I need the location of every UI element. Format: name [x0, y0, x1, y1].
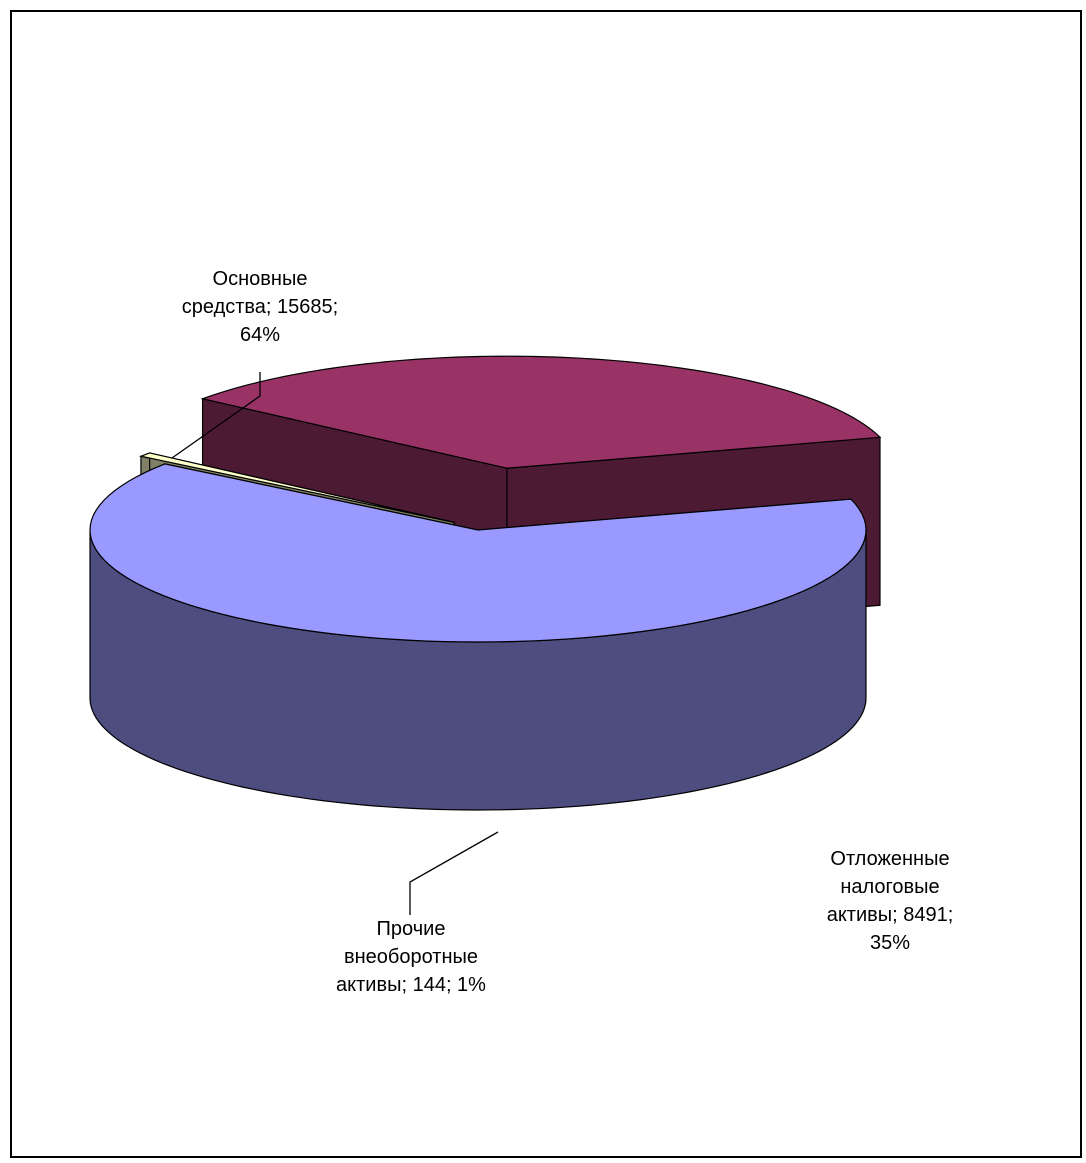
slice-top: [138, 452, 455, 523]
label-line: средства; 15685;: [181, 296, 339, 318]
slice-top: [89, 463, 867, 643]
data-label-osnovnye-sredstva: Основные средства; 15685; 64%: [140, 265, 380, 349]
slice-top: [200, 355, 882, 469]
leader-line: [171, 372, 261, 459]
leader-line: [409, 831, 499, 915]
label-line: 64%: [239, 324, 281, 346]
label-line: 35%: [869, 932, 911, 954]
data-label-otlozhennye-aktivy: Отложенные налоговые активы; 8491; 35%: [770, 845, 1010, 957]
label-line: активы; 144; 1%: [336, 974, 486, 996]
label-line: внеоборотные: [343, 946, 478, 968]
data-label-prochie-aktivy: Прочие внеоборотные активы; 144; 1%: [291, 915, 531, 999]
label-line: Отложенные: [830, 848, 950, 870]
label-line: Основные: [212, 268, 308, 290]
label-line: Прочие: [376, 918, 446, 940]
pie-slice: [89, 463, 867, 811]
label-line: активы; 8491;: [826, 904, 954, 926]
label-line: налоговые: [840, 876, 940, 898]
